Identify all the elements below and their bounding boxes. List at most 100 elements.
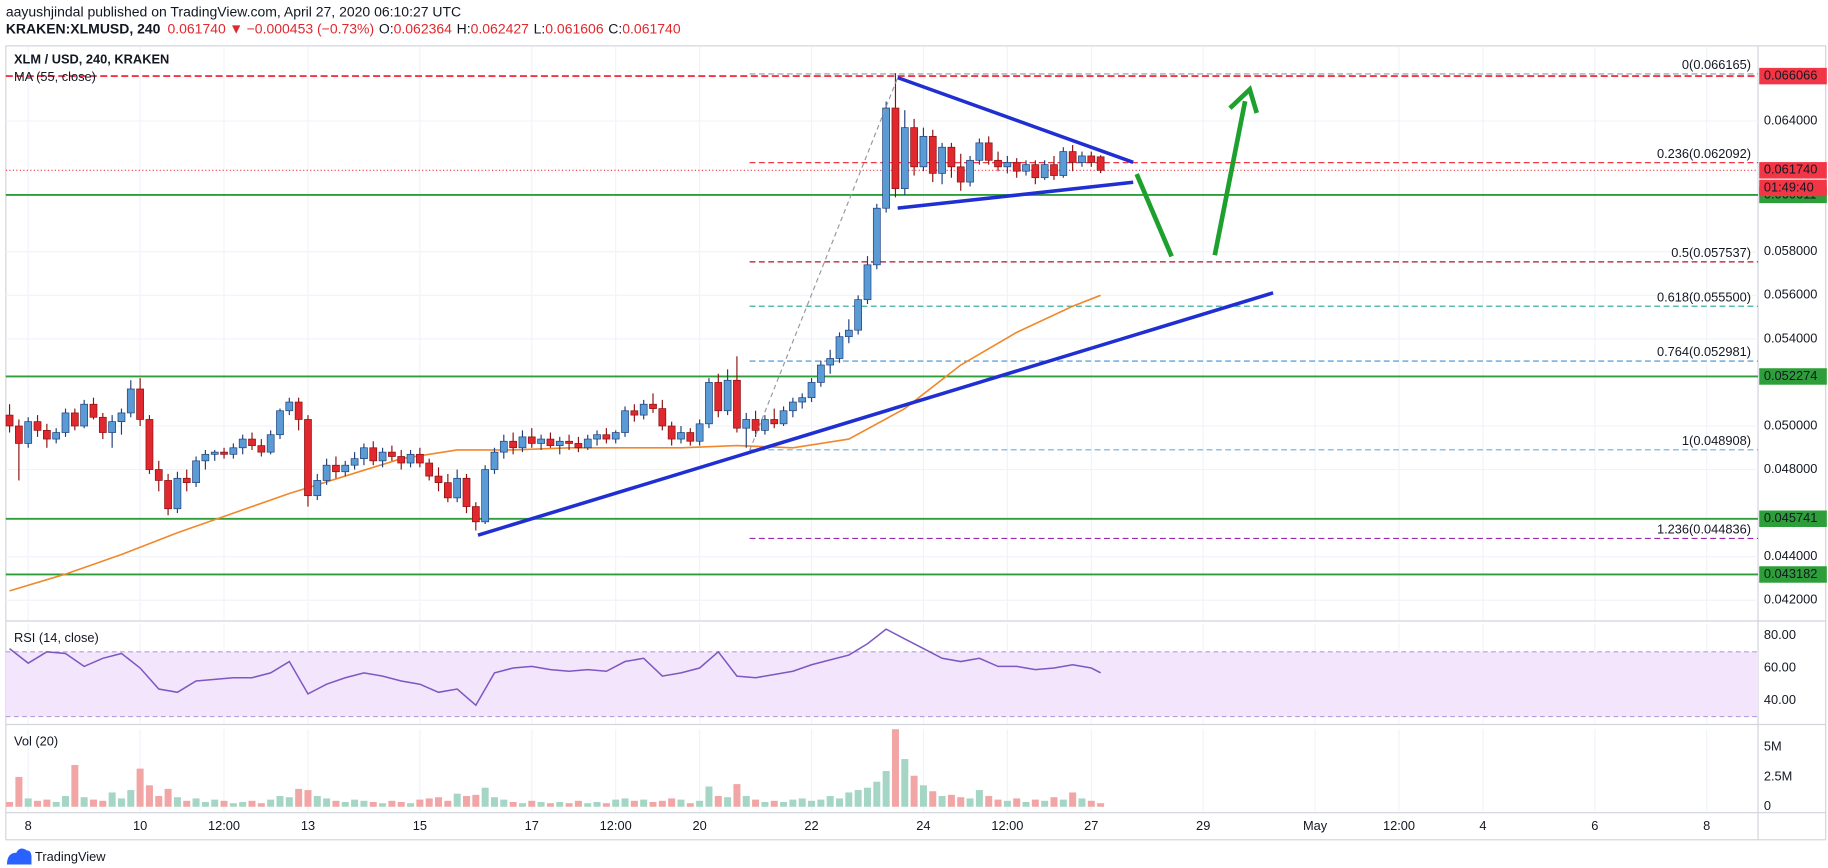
trendline — [477, 291, 1274, 537]
candle-body — [565, 440, 573, 444]
candle-body — [835, 336, 844, 359]
volume-bar — [1022, 801, 1030, 807]
candle-body — [593, 434, 601, 440]
y-tick-label: 0 — [1764, 798, 1771, 813]
x-tick-label: 24 — [916, 818, 930, 833]
low-label: L: — [534, 20, 546, 36]
candle-body — [304, 419, 312, 497]
candle-body — [583, 438, 592, 449]
candle-body — [527, 436, 536, 444]
open: 0.062364 — [394, 20, 453, 36]
candle-body — [89, 403, 98, 418]
candle-body — [98, 416, 107, 433]
candle-body — [294, 401, 303, 420]
ma-legend: MA (55, close) — [14, 69, 96, 84]
volume-bar — [836, 798, 844, 807]
x-tick-label: 4 — [1479, 818, 1486, 833]
x-tick-label: 27 — [1084, 818, 1098, 833]
volume-bar — [136, 768, 144, 807]
volume-bar — [145, 785, 153, 807]
open-label: O: — [379, 20, 394, 36]
candle-body — [70, 412, 79, 427]
x-tick-label: 13 — [301, 818, 315, 833]
candle-body — [789, 401, 797, 412]
volume-bar — [1031, 799, 1039, 807]
volume-bar — [509, 801, 517, 807]
volume-bar — [1069, 792, 1077, 807]
x-tick-label: 12:00 — [208, 818, 240, 833]
rsi-band — [5, 651, 1759, 717]
publisher: aayushjindal published on TradingView.co… — [6, 4, 461, 20]
candle-body — [798, 397, 807, 403]
volume-bar — [919, 785, 927, 807]
x-tick-label: 8 — [25, 818, 32, 833]
volume-bar — [565, 803, 573, 807]
low: 0.061606 — [545, 20, 604, 36]
candle-body — [686, 432, 695, 442]
candle-body — [770, 419, 779, 425]
level-label: 0.045741 — [1764, 510, 1817, 525]
volume-bar — [1078, 798, 1086, 807]
volume-bar — [677, 799, 685, 807]
volume-bar — [108, 792, 116, 807]
y-tick-label: 0.048000 — [1764, 461, 1817, 476]
candle-body — [257, 445, 266, 453]
candle-body — [1050, 164, 1058, 176]
candle-body — [518, 436, 527, 449]
volume-bar — [556, 801, 564, 807]
candle-body — [1096, 156, 1105, 171]
countdown-box — [1759, 179, 1827, 197]
symbol-line: KRAKEN:XLMUSD, 240 0.061740 ▼ −0.000453 (−0… — [6, 20, 681, 36]
candle-body — [705, 382, 713, 425]
candle-body — [779, 410, 788, 425]
y-tick-label: 2.5M — [1764, 768, 1792, 783]
volume-bar — [910, 775, 918, 807]
candle-body — [173, 477, 182, 510]
volume-bar — [724, 797, 732, 807]
volume-bar — [705, 786, 713, 807]
y-tick-label: 5M — [1764, 738, 1782, 753]
candle-body — [1012, 162, 1021, 172]
volume-bar — [444, 800, 452, 807]
volume-bar — [770, 800, 778, 807]
fib-label: 1(0.048908) — [1682, 433, 1751, 448]
volume-bar — [994, 799, 1002, 807]
candle-body — [1068, 151, 1077, 163]
candle-body — [499, 440, 508, 453]
candle-body — [863, 264, 872, 301]
trendline — [897, 180, 1134, 210]
x-tick-label: 6 — [1591, 818, 1598, 833]
volume-bar — [201, 801, 209, 807]
close-label: C: — [608, 20, 622, 36]
last-price-box — [1759, 162, 1827, 179]
close: 0.061740 — [622, 20, 681, 36]
candle-body — [1040, 164, 1049, 179]
candle-body — [313, 480, 322, 497]
candle-body — [891, 107, 900, 189]
volume-bar — [742, 796, 750, 807]
volume-bar — [1003, 800, 1011, 807]
volume-bar — [1087, 800, 1095, 807]
volume-bar — [267, 799, 275, 807]
x-tick-label: 12:00 — [1383, 818, 1415, 833]
x-tick-label: 15 — [413, 818, 427, 833]
volume-bar — [658, 800, 666, 807]
candle-body — [938, 146, 946, 174]
candle-body — [117, 412, 126, 422]
candle-body — [844, 329, 853, 338]
last-price-label: 0.061740 — [1764, 162, 1817, 177]
candle-body — [210, 451, 219, 455]
candle-body — [956, 166, 965, 183]
fib-label: 0.236(0.062092) — [1657, 146, 1751, 161]
candle-body — [994, 159, 1002, 168]
candle-body — [1078, 155, 1086, 163]
volume-bar — [43, 799, 51, 807]
candle-body — [928, 135, 937, 174]
volume-bar — [99, 800, 107, 807]
candle-body — [453, 477, 462, 499]
volume-bar — [117, 798, 125, 807]
volume-bar — [173, 797, 181, 807]
x-tick-label: May — [1303, 818, 1328, 833]
volume-bar — [435, 797, 443, 807]
